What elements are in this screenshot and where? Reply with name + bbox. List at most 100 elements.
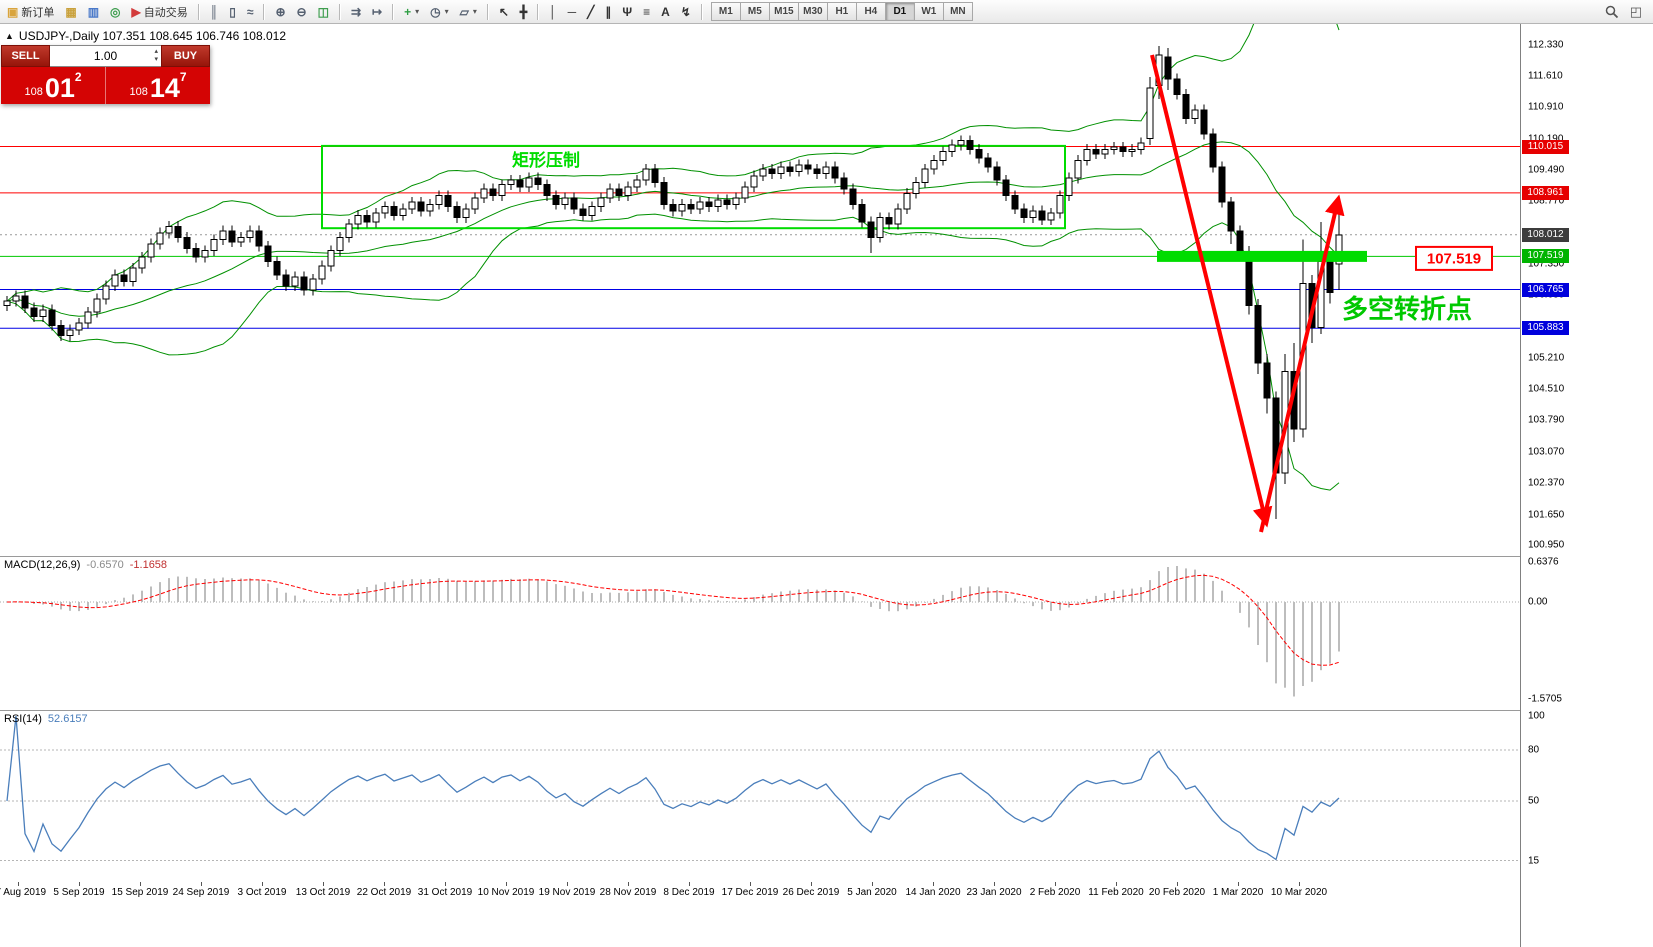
text-tool-icon[interactable]: A [656, 1, 675, 23]
macd-panel[interactable] [0, 557, 1520, 709]
caret-down-icon: ▾ [415, 7, 420, 16]
one-click-collapse-arrow[interactable]: ▲ [5, 31, 14, 41]
time-tick [1238, 882, 1239, 886]
price-chart[interactable]: 矩形压制 107.519 多空转折点 [0, 24, 1520, 556]
sell-price-display[interactable]: 108 01 2 [1, 67, 106, 104]
price-axis[interactable]: 112.330 111.610 110.910 110.190 109.490 108.7… [1520, 24, 1653, 947]
timeframe-m15[interactable]: M15 [769, 2, 799, 21]
search-icon[interactable] [1603, 3, 1621, 21]
price-scale-tick: 102.370 [1528, 477, 1565, 489]
tile-windows-icon[interactable]: ◫ [313, 1, 334, 23]
resistance-rectangle[interactable] [321, 144, 1066, 230]
candle-body [210, 239, 218, 252]
rsi-panel[interactable] [0, 711, 1520, 882]
zoom-in-icon[interactable]: ⊕ [270, 1, 290, 23]
candle-body [489, 188, 497, 197]
candle-body [849, 188, 857, 205]
timeframe-m1[interactable]: M1 [710, 2, 741, 21]
periods-button[interactable]: ◷ ▾ [425, 1, 454, 23]
price-callout-text: 107.519 [1427, 250, 1481, 267]
candle-body [183, 236, 191, 249]
timeframe-h1[interactable]: H1 [827, 2, 857, 21]
macd-scale-tick: 0.00 [1528, 596, 1548, 608]
pitchfork-icon[interactable]: Ψ [617, 1, 637, 23]
market-depth-icon[interactable]: ▥ [83, 1, 104, 23]
chart-windows-icon[interactable]: ▦ [60, 1, 81, 23]
channel-icon[interactable]: ∥ [600, 1, 616, 23]
zoom-out-icon[interactable]: ⊖ [292, 1, 312, 23]
time-tick [750, 882, 751, 886]
chart-shift-icon[interactable]: ↦ [367, 1, 387, 23]
auto-trading-button[interactable]: ▶ 自动交易 [127, 1, 193, 23]
alerts-icon: ◎ [110, 4, 121, 19]
candle-body [453, 206, 461, 219]
support-band[interactable] [1157, 250, 1367, 262]
templates-button[interactable]: ▱ ▾ [455, 1, 482, 23]
candle-body [237, 236, 245, 243]
line-chart-icon[interactable]: ≈ [242, 1, 259, 23]
time-label: 23 Jan 2020 [966, 887, 1022, 898]
candlestick-chart-icon[interactable]: ▯ [224, 1, 241, 23]
candle-body [399, 208, 407, 216]
fibonacci-icon[interactable]: ≡ [638, 1, 655, 23]
pivot-point-label[interactable]: 多空转折点 [1342, 294, 1472, 324]
candle-body [39, 309, 47, 318]
sell-price-prefix: 108 [24, 86, 43, 98]
macd-scale-tick: -1.5705 [1528, 693, 1562, 705]
sell-button[interactable]: SELL [1, 45, 50, 67]
indicators-button[interactable]: + ▾ [399, 1, 424, 23]
buy-button[interactable]: BUY [161, 45, 210, 67]
time-tick [872, 882, 873, 886]
bollinger-middle-line [6, 141, 1340, 317]
buy-price-display[interactable]: 108 14 7 [106, 67, 210, 104]
volume-up-icon[interactable]: ▴ [154, 48, 158, 55]
candle-body [255, 230, 263, 247]
panel-separator[interactable] [0, 556, 1653, 557]
time-tick [1177, 882, 1178, 886]
timeframe-w1[interactable]: W1 [914, 2, 944, 21]
candle-body [345, 223, 353, 238]
timeframe-mn[interactable]: MN [943, 2, 973, 21]
candle-body [1011, 195, 1019, 210]
volume-input[interactable]: 1.00 [93, 49, 118, 63]
vertical-line-icon[interactable]: │ [544, 1, 562, 23]
trendline-icon[interactable]: ╱ [582, 1, 599, 23]
candle-body [480, 188, 488, 199]
up-trend-arrow[interactable] [1259, 194, 1345, 533]
new-order-button[interactable]: ▣ 新订单 [2, 1, 59, 23]
candle-body [156, 232, 164, 245]
timeframe-m5[interactable]: M5 [740, 2, 770, 21]
candle-body [1002, 179, 1010, 197]
timeframe-h4[interactable]: H4 [856, 2, 886, 21]
horizontal-line-icon[interactable]: ─ [563, 1, 582, 23]
price-scale-tick: 101.650 [1528, 509, 1565, 521]
price-callout-box[interactable] [1415, 245, 1493, 271]
crosshair-icon[interactable]: ╋ [515, 1, 532, 23]
timeframe-d1[interactable]: D1 [885, 2, 915, 21]
cursor-icon[interactable]: ↖ [494, 1, 514, 23]
auto-scroll-icon[interactable]: ⇉ [346, 1, 366, 23]
bar-chart-icon[interactable]: ║ [205, 1, 224, 23]
candle-body [714, 199, 722, 208]
candle-body [435, 195, 443, 205]
candle-body [687, 203, 695, 210]
time-tick [18, 882, 19, 886]
candle-body [1065, 177, 1073, 197]
arrows-tool-icon[interactable]: ↯ [676, 1, 696, 23]
down-trend-arrow[interactable] [1150, 54, 1273, 528]
volume-down-icon[interactable]: ▾ [154, 56, 158, 63]
panel-separator[interactable] [0, 710, 1653, 711]
timeframe-m30[interactable]: M30 [798, 2, 828, 21]
alerts-icon[interactable]: ◎ [105, 1, 125, 23]
candle-body [759, 168, 767, 177]
candle-body [696, 201, 704, 210]
new-window-icon[interactable]: ◰ [1629, 3, 1643, 19]
volume-stepper[interactable]: 1.00 ▴ ▾ [50, 45, 161, 67]
candle-body [885, 217, 893, 225]
new-order-button-icon: ▣ [7, 4, 19, 19]
candle-body [327, 250, 335, 267]
candle-body [1173, 78, 1181, 95]
chart-window[interactable]: 矩形压制 107.519 多空转折点 ▲ USDJPY-,Daily 107.351… [0, 24, 1653, 947]
candle-body [597, 197, 605, 208]
